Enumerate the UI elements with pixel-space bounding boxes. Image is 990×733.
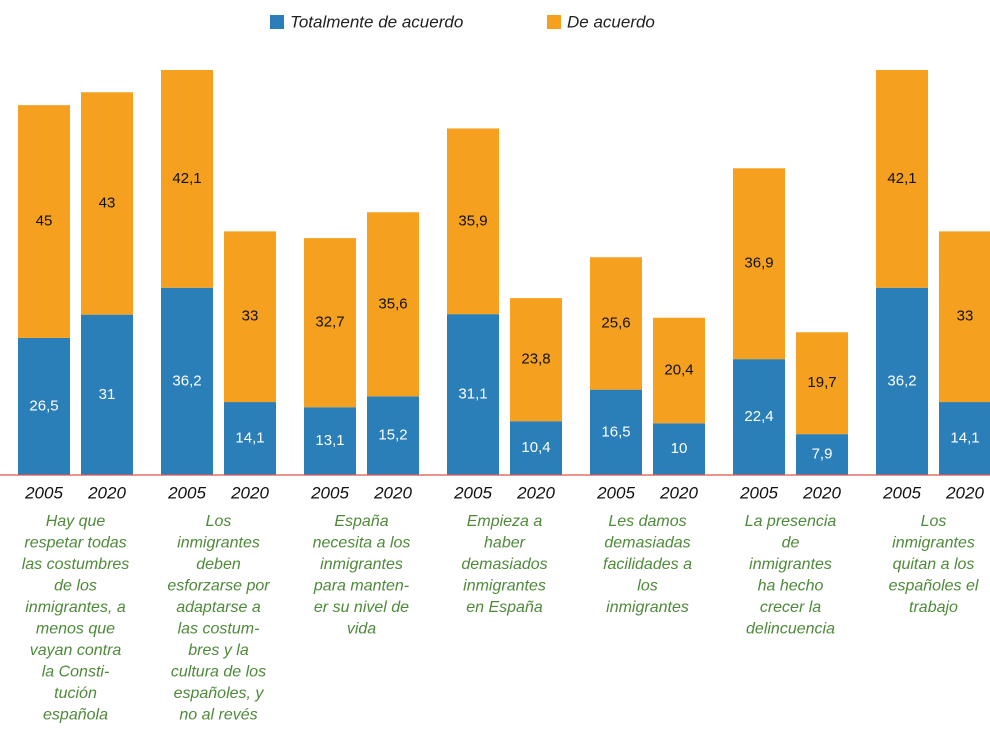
year-label: 2005 (167, 483, 206, 502)
value-label: 33 (242, 308, 259, 325)
category-label: La presencia de inmigrantes ha hecho crecer … (745, 513, 837, 638)
bar-segment (447, 314, 499, 475)
bar-segment (81, 314, 133, 475)
bar-segment (939, 231, 990, 403)
bar-segment (590, 389, 642, 475)
value-label: 32,7 (315, 314, 344, 331)
year-label: 2005 (310, 483, 349, 502)
bar-segment (367, 396, 419, 475)
value-label: 23,8 (521, 351, 550, 368)
bar-segment (304, 238, 356, 408)
legend-label: Totalmente de acuerdo (290, 12, 463, 31)
bar-segment (224, 402, 276, 475)
bar-segment (653, 423, 705, 475)
bar-segment (18, 105, 70, 338)
bar-segment (510, 421, 562, 475)
bar-segment (81, 92, 133, 315)
bar-segment (939, 402, 990, 475)
value-label: 14,1 (235, 430, 264, 447)
category-label: Los inmigrantes deben esforzarse por adaptar… (167, 513, 270, 724)
bar-segment (224, 231, 276, 403)
bar-segment (590, 257, 642, 390)
value-label: 7,9 (812, 446, 833, 463)
year-label: 2020 (945, 483, 984, 502)
value-label: 14,1 (950, 430, 979, 447)
category-label: Empieza a haber demasiados inmigrantes en Es… (461, 513, 547, 616)
bar-segment (304, 407, 356, 475)
value-label: 20,4 (664, 361, 693, 378)
bar-segment (733, 359, 785, 475)
bar-segment (161, 287, 213, 475)
bar-segment (367, 212, 419, 397)
year-label: 2020 (87, 483, 126, 502)
year-label: 2020 (373, 483, 412, 502)
year-label: 2005 (739, 483, 778, 502)
bar-segment (161, 70, 213, 288)
value-label: 15,2 (378, 427, 407, 444)
value-label: 19,7 (807, 374, 836, 391)
value-label: 33 (957, 308, 974, 325)
value-label: 36,2 (887, 372, 916, 389)
year-label: 2005 (24, 483, 63, 502)
value-label: 43 (99, 194, 116, 211)
category-label: España necesita a los inmigrantes para mant… (313, 513, 411, 638)
bar-segment (653, 317, 705, 424)
value-label: 26,5 (29, 397, 58, 414)
value-label: 45 (36, 213, 53, 230)
year-label: 2005 (882, 483, 921, 502)
value-label: 42,1 (172, 170, 201, 187)
bar-segment (733, 168, 785, 360)
value-label: 13,1 (315, 432, 344, 449)
value-label: 36,9 (744, 255, 773, 272)
year-label: 2020 (230, 483, 269, 502)
value-label: 31 (99, 386, 116, 403)
bar-segment (447, 128, 499, 315)
value-label: 22,4 (744, 408, 773, 425)
bar-segment (796, 434, 848, 475)
bar-segment (876, 70, 928, 288)
bar-segment (510, 298, 562, 422)
bar-segment (18, 337, 70, 475)
value-label: 25,6 (601, 314, 630, 331)
legend-swatch (547, 15, 561, 29)
category-label: Les damos demasiadas facilidades a los inmig… (603, 513, 692, 616)
value-label: 42,1 (887, 170, 916, 187)
value-label: 16,5 (601, 423, 630, 440)
value-label: 31,1 (458, 386, 487, 403)
value-label: 10 (671, 440, 688, 457)
year-label: 2020 (516, 483, 555, 502)
value-label: 10,4 (521, 439, 550, 456)
value-label: 35,6 (378, 295, 407, 312)
category-label: Hay que respetar todas las costumbres de lo… (22, 513, 130, 724)
legend-label: De acuerdo (567, 12, 655, 31)
bar-segment (876, 287, 928, 475)
category-label: Los inmigrantes quitan a los españoles el tr… (889, 513, 979, 616)
value-label: 36,2 (172, 372, 201, 389)
value-label: 35,9 (458, 212, 487, 229)
year-label: 2020 (802, 483, 841, 502)
year-label: 2005 (453, 483, 492, 502)
bar-segment (796, 332, 848, 435)
year-label: 2005 (596, 483, 635, 502)
year-label: 2020 (659, 483, 698, 502)
legend-swatch (270, 15, 284, 29)
